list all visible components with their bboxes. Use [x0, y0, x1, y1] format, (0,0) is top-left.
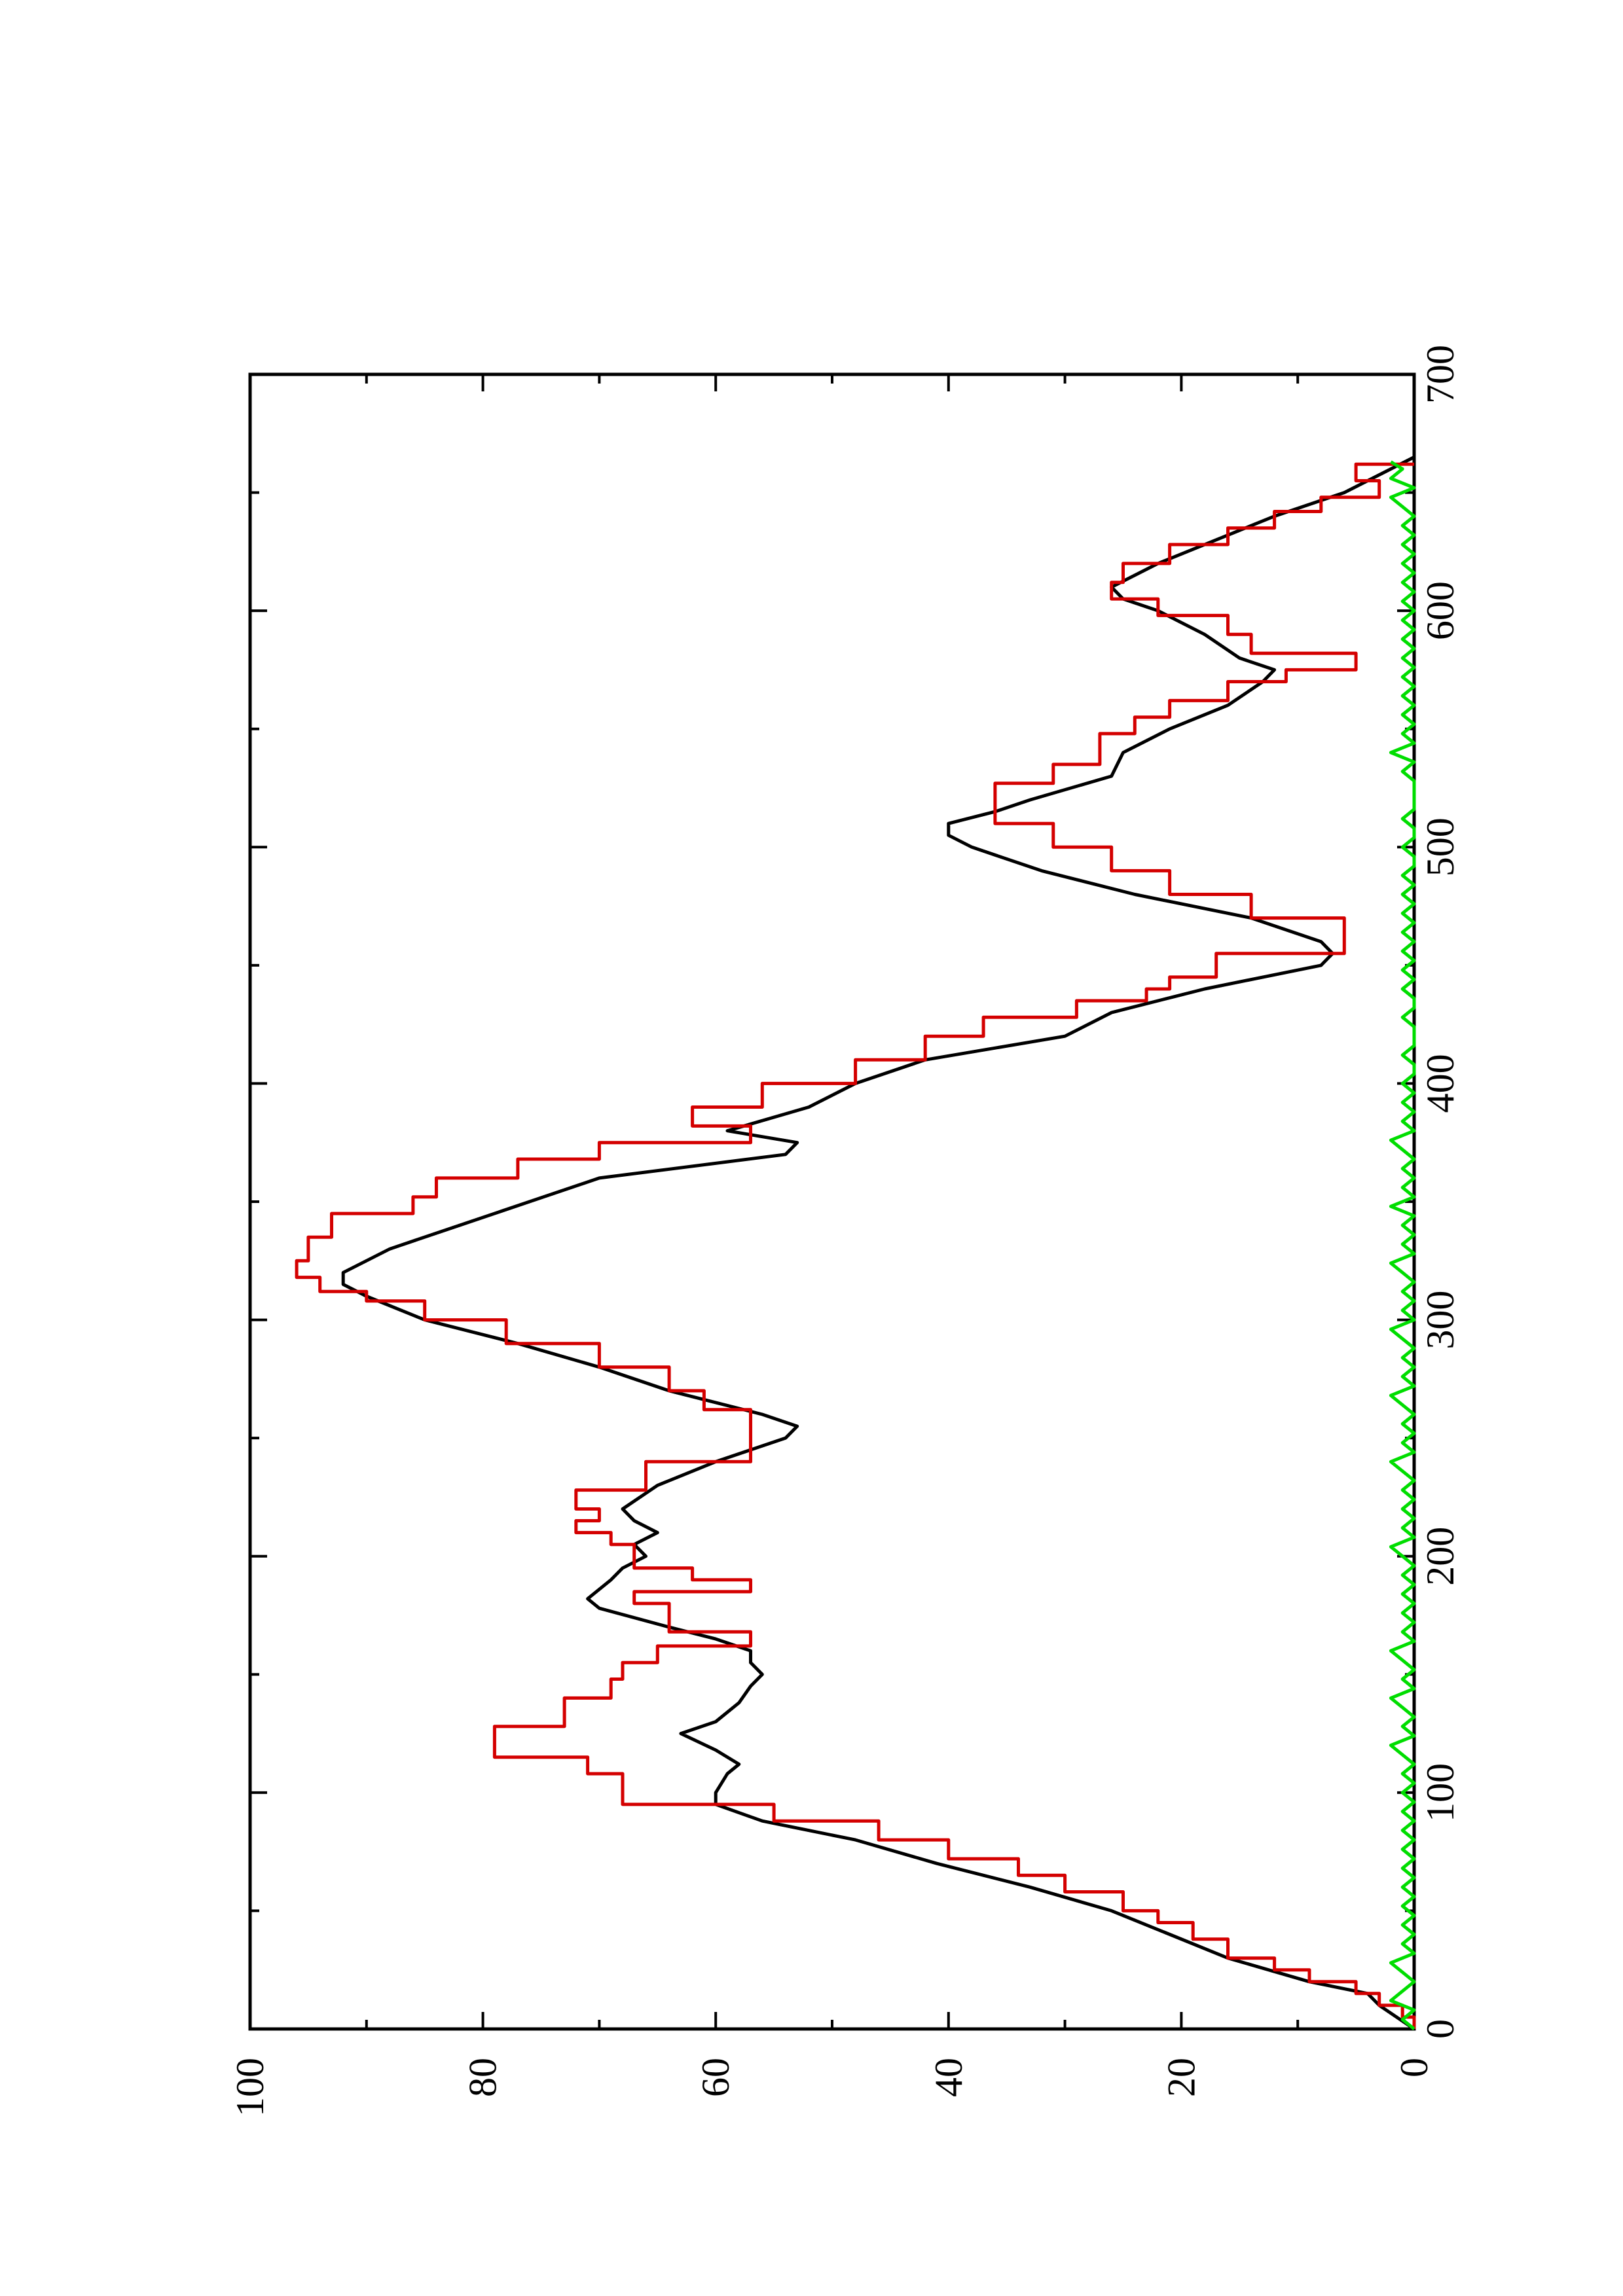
x-tick-label: 400	[1419, 1054, 1462, 1113]
x-tick-label: 500	[1419, 817, 1462, 876]
series-line-1	[295, 462, 1416, 2029]
plot-frame	[248, 372, 1416, 2031]
x-tick-label: 100	[1419, 1763, 1462, 1822]
x-tick-label: 200	[1419, 1527, 1462, 1586]
series-line-2	[1389, 460, 1416, 2030]
ticks	[249, 373, 1415, 2030]
y-tick-label: 0	[1393, 2058, 1436, 2077]
tick-labels: 0 100 200 300 400 500 600 700 0 20 40 60 80 100	[228, 345, 1462, 2117]
y-tick-label: 40	[927, 2058, 970, 2097]
series-layer	[295, 456, 1416, 2031]
x-tick-label: 0	[1419, 2019, 1462, 2039]
y-tick-label: 100	[228, 2058, 272, 2117]
x-tick-label: 700	[1419, 345, 1462, 404]
y-tick-label: 80	[462, 2058, 505, 2097]
y-tick-label: 20	[1159, 2058, 1203, 2097]
series-line-0	[341, 456, 1415, 2031]
x-tick-label: 300	[1419, 1291, 1462, 1350]
x-tick-label: 600	[1419, 581, 1462, 640]
y-tick-label: 60	[694, 2058, 737, 2097]
